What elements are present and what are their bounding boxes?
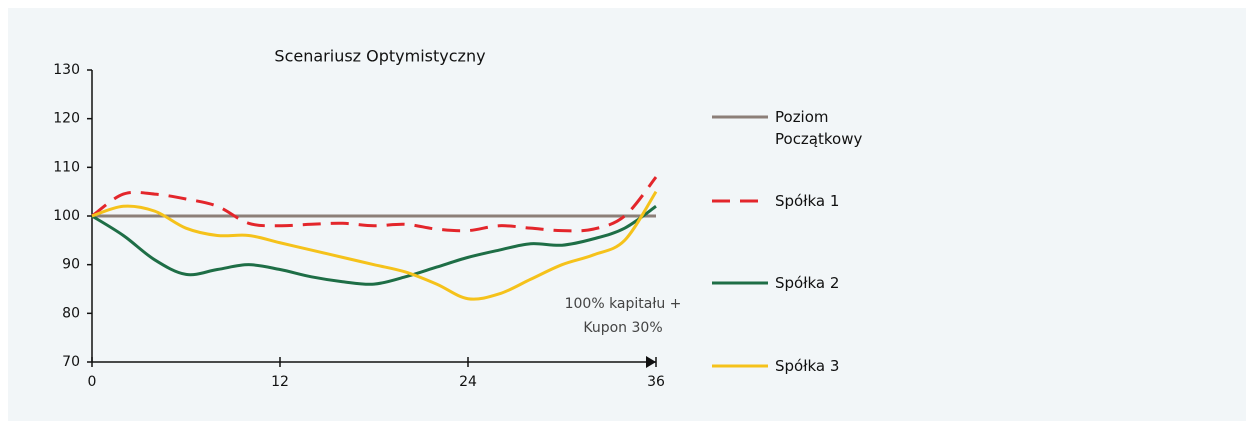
- y-tick-label: 130: [53, 62, 80, 78]
- chart-title: Scenariusz Optymistyczny: [274, 47, 485, 66]
- x-tick-label: 12: [271, 374, 289, 390]
- legend-label: Spółka 1: [775, 192, 840, 210]
- series-line: [91, 190, 658, 301]
- y-tick-label: 100: [53, 208, 80, 224]
- x-axis-arrow: [646, 356, 656, 368]
- annotation: 100% kapitału +: [565, 296, 682, 312]
- legend-label: Spółka 2: [775, 274, 840, 292]
- legend-label: Spółka 3: [775, 357, 840, 375]
- y-tick-label: 110: [53, 159, 80, 175]
- x-tick-label: 0: [88, 374, 97, 390]
- y-tick-label: 80: [62, 305, 80, 321]
- legend-label: Poziom Początkowy: [775, 108, 863, 148]
- chart-panel: Scenariusz Optymistyczny 70 80 90 100 110 120…: [8, 8, 1246, 421]
- series-line: [91, 176, 658, 233]
- y-tick-label: 120: [53, 111, 80, 127]
- chart: Scenariusz Optymistyczny 708090100110120…: [53, 47, 768, 390]
- y-tick-label: 70: [62, 354, 80, 370]
- annotation: Kupon 30%: [583, 320, 662, 336]
- x-tick-label: 24: [459, 374, 477, 390]
- y-tick-label: 90: [62, 257, 80, 273]
- series-line: [91, 205, 657, 286]
- x-tick-label: 36: [647, 374, 665, 390]
